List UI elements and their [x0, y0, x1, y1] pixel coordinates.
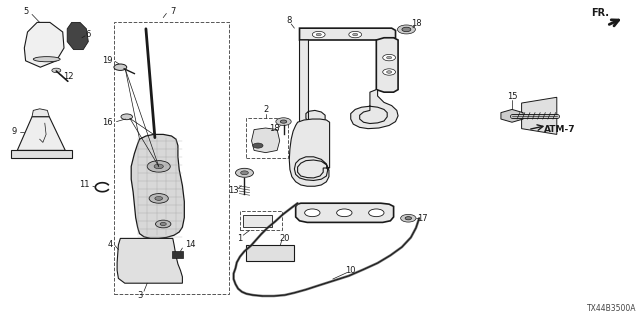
Circle shape [156, 220, 171, 228]
Circle shape [154, 164, 163, 169]
Polygon shape [17, 117, 65, 150]
Circle shape [387, 71, 392, 73]
Polygon shape [117, 238, 182, 283]
Text: TX44B3500A: TX44B3500A [588, 304, 637, 313]
Circle shape [147, 161, 170, 172]
Polygon shape [32, 109, 49, 117]
Polygon shape [522, 97, 557, 134]
Text: FR.: FR. [591, 8, 609, 18]
Circle shape [402, 27, 411, 32]
Circle shape [241, 171, 248, 175]
Circle shape [369, 209, 384, 217]
Circle shape [387, 56, 392, 59]
Polygon shape [131, 134, 184, 238]
Text: 14: 14 [186, 240, 196, 249]
Text: ATM-7: ATM-7 [544, 125, 576, 134]
Bar [246, 118, 288, 158]
Text: 12: 12 [63, 72, 74, 81]
Polygon shape [67, 22, 88, 50]
Text: 8: 8 [287, 16, 292, 25]
Text: 11: 11 [79, 180, 90, 189]
Bar [240, 211, 282, 230]
Circle shape [401, 214, 416, 222]
Circle shape [337, 209, 352, 217]
Polygon shape [376, 38, 398, 92]
Text: 15: 15 [507, 92, 517, 101]
Text: 3: 3 [137, 291, 142, 300]
Circle shape [155, 196, 163, 200]
Polygon shape [296, 203, 394, 222]
Circle shape [316, 33, 321, 36]
Polygon shape [289, 119, 330, 186]
Circle shape [397, 25, 415, 34]
Text: 7: 7 [170, 7, 175, 16]
Circle shape [383, 69, 396, 75]
Circle shape [305, 209, 320, 217]
Text: 20: 20 [279, 234, 289, 243]
Circle shape [280, 120, 287, 123]
Text: 9: 9 [12, 127, 17, 136]
Bar [114, 22, 229, 294]
Bar [246, 245, 294, 261]
Circle shape [405, 217, 412, 220]
Circle shape [149, 194, 168, 203]
Bar [243, 215, 272, 227]
Circle shape [121, 114, 132, 120]
Circle shape [253, 143, 263, 148]
Text: 13: 13 [228, 186, 239, 195]
Polygon shape [300, 40, 325, 125]
Bar [172, 251, 183, 258]
Text: 5: 5 [23, 7, 28, 16]
Circle shape [114, 64, 127, 70]
Polygon shape [351, 90, 398, 129]
Text: 18: 18 [269, 124, 279, 133]
Circle shape [383, 54, 396, 61]
Circle shape [236, 168, 253, 177]
Text: 10: 10 [346, 266, 356, 275]
Circle shape [353, 33, 358, 36]
Polygon shape [252, 128, 280, 153]
Polygon shape [11, 150, 72, 158]
Circle shape [52, 68, 61, 73]
Circle shape [160, 222, 166, 226]
Text: 18: 18 [411, 20, 421, 28]
Circle shape [349, 31, 362, 38]
Text: 19: 19 [102, 56, 113, 65]
Ellipse shape [33, 57, 60, 62]
Polygon shape [24, 22, 64, 67]
Text: 2: 2 [264, 105, 269, 114]
Text: 17: 17 [417, 214, 428, 223]
Text: 4: 4 [108, 240, 113, 249]
Circle shape [276, 118, 291, 125]
Text: 6: 6 [86, 30, 91, 39]
Text: 1: 1 [237, 234, 243, 243]
Circle shape [312, 31, 325, 38]
Polygon shape [300, 28, 396, 40]
Text: 16: 16 [102, 118, 113, 127]
